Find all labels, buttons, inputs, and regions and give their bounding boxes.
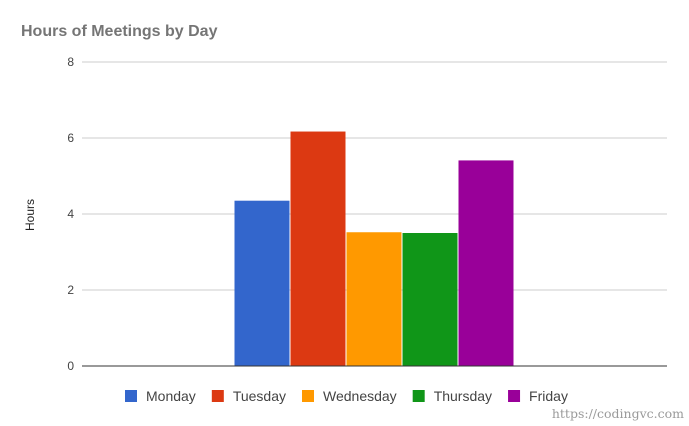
bar-thursday bbox=[402, 233, 458, 366]
legend-item-wednesday: Wednesday bbox=[302, 388, 397, 404]
legend-label: Friday bbox=[529, 388, 568, 404]
legend-swatch bbox=[302, 390, 314, 402]
bars bbox=[234, 131, 514, 366]
bar-tuesday bbox=[290, 131, 346, 366]
legend-item-thursday: Thursday bbox=[412, 388, 492, 404]
y-tick-label: 0 bbox=[67, 359, 74, 373]
y-tick-labels: 0 2 4 6 8 bbox=[67, 55, 74, 373]
y-tick-label: 2 bbox=[67, 283, 74, 297]
chart-title: Hours of Meetings by Day bbox=[21, 23, 218, 40]
bar-wednesday bbox=[346, 232, 402, 366]
bar-monday bbox=[234, 200, 290, 366]
legend-swatch bbox=[125, 390, 137, 402]
legend-swatch bbox=[211, 390, 224, 402]
y-tick-label: 4 bbox=[67, 207, 74, 221]
legend: Monday Tuesday Wednesday Thursday Friday bbox=[125, 388, 568, 404]
bar-friday bbox=[458, 160, 514, 366]
legend-item-monday: Monday bbox=[125, 388, 196, 404]
legend-label: Wednesday bbox=[323, 388, 397, 404]
watermark: https://codingvc.com bbox=[551, 406, 684, 421]
legend-swatch bbox=[412, 390, 425, 402]
legend-item-friday: Friday bbox=[508, 388, 568, 404]
legend-label: Monday bbox=[146, 388, 196, 404]
legend-label: Thursday bbox=[434, 388, 492, 404]
y-tick-label: 8 bbox=[67, 55, 74, 69]
y-tick-label: 6 bbox=[67, 131, 74, 145]
legend-swatch bbox=[508, 390, 521, 402]
legend-item-tuesday: Tuesday bbox=[211, 388, 286, 404]
y-axis-label: Hours bbox=[23, 199, 37, 231]
legend-label: Tuesday bbox=[233, 388, 286, 404]
